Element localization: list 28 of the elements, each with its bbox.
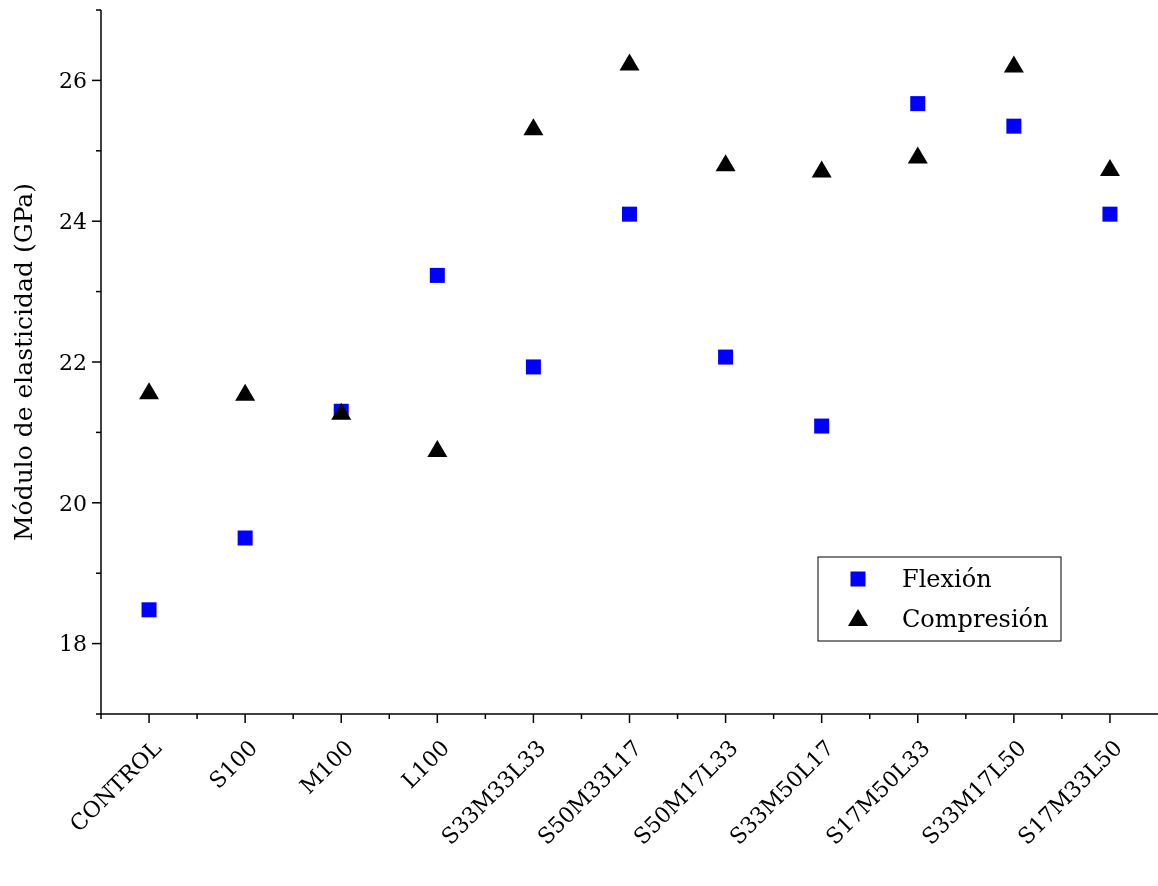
point bbox=[619, 53, 640, 71]
y-tick-label: 18 bbox=[59, 631, 87, 657]
point bbox=[1006, 118, 1022, 134]
point bbox=[139, 382, 160, 400]
point bbox=[715, 154, 736, 172]
point bbox=[1003, 55, 1024, 73]
point bbox=[427, 440, 448, 457]
y-tick-label: 26 bbox=[59, 68, 87, 94]
legend-label: Flexión bbox=[902, 565, 992, 594]
y-tick-label: 22 bbox=[59, 349, 87, 375]
point bbox=[141, 602, 157, 618]
point bbox=[814, 418, 830, 434]
point bbox=[525, 359, 541, 375]
point bbox=[910, 96, 926, 112]
point bbox=[523, 118, 544, 136]
point bbox=[1102, 206, 1118, 222]
y-tick-label: 20 bbox=[59, 490, 87, 516]
y-axis-title: Módulo de elasticidad (GPa) bbox=[9, 183, 38, 541]
point bbox=[622, 206, 637, 222]
point bbox=[429, 267, 445, 283]
point bbox=[1099, 159, 1120, 177]
point bbox=[907, 146, 928, 164]
point bbox=[718, 349, 734, 365]
point bbox=[235, 383, 256, 401]
point bbox=[237, 530, 253, 546]
point bbox=[811, 160, 832, 178]
y-tick-label: 24 bbox=[59, 208, 87, 234]
legend-label: Compresión bbox=[902, 605, 1049, 634]
